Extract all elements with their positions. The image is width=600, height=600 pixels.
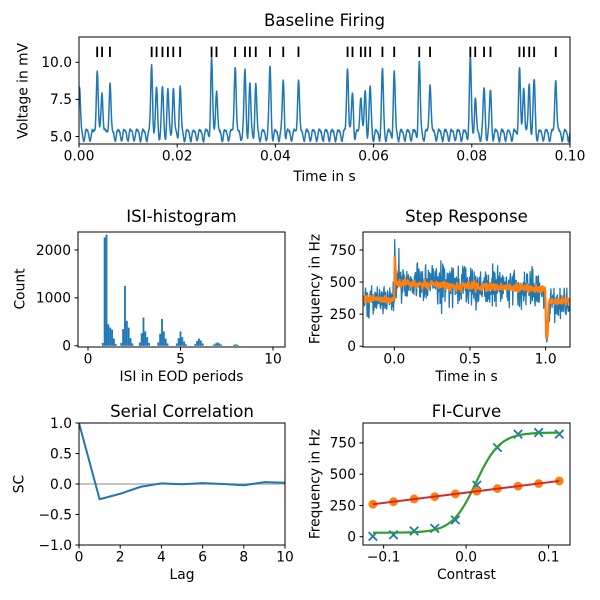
isi-histogram-title: ISI-histogram — [126, 207, 237, 226]
svg-text:5.0: 5.0 — [50, 129, 72, 145]
svg-text:750: 750 — [330, 436, 356, 452]
svg-text:0.5: 0.5 — [50, 446, 72, 462]
step-plot: 0.0 0.5 1.0 0 250 500 750 — [330, 231, 571, 368]
svg-text:1000: 1000 — [36, 291, 71, 307]
svg-text:0.06: 0.06 — [358, 149, 389, 165]
isi-xaxis-label: ISI in EOD periods — [119, 369, 244, 385]
fi-curve-title: FI-Curve — [431, 402, 502, 421]
svg-text:4: 4 — [157, 550, 166, 566]
svg-text:2: 2 — [116, 550, 125, 566]
sc-xaxis-label: Lag — [169, 567, 195, 583]
baseline-frame — [78, 36, 571, 145]
fi-boltzmann-fit — [372, 431, 560, 534]
sc-ticks: 0 2 4 6 8 10 −1.0 −0.5 0.0 0.5 1.0 — [38, 416, 293, 566]
svg-text:8: 8 — [239, 550, 248, 566]
step-response-title: Step Response — [405, 207, 528, 226]
step-mean-frequency — [363, 256, 570, 340]
baseline-voltage-trace — [79, 55, 570, 143]
baseline-plot: 0.00 0.02 0.04 0.06 0.08 0.10 5.0 7.5 10.0 — [41, 36, 585, 165]
svg-text:500: 500 — [330, 275, 356, 291]
svg-text:0.08: 0.08 — [456, 149, 487, 165]
step-frame — [362, 231, 571, 348]
isi-yaxis-label: Count — [12, 268, 29, 310]
svg-text:0.04: 0.04 — [260, 149, 291, 165]
svg-text:10: 10 — [276, 550, 294, 566]
serial-correlation-title: Serial Correlation — [110, 402, 254, 421]
baseline-spike-raster — [96, 46, 557, 58]
svg-text:10.0: 10.0 — [41, 55, 72, 71]
isi-frame — [77, 231, 286, 348]
step-xaxis-label: Time in s — [435, 369, 498, 385]
step-yaxis-label: Frequency in Hz — [307, 233, 324, 345]
fi-data-layer — [368, 427, 565, 542]
svg-text:0.02: 0.02 — [162, 149, 193, 165]
step-data-layer — [363, 239, 570, 343]
svg-text:−0.5: −0.5 — [38, 507, 72, 523]
sc-correlation-line — [79, 423, 285, 501]
fi-linear-fit — [372, 479, 560, 506]
svg-text:0.0: 0.0 — [383, 352, 405, 368]
isi-ticks: 0 5 10 0 1000 2000 — [36, 243, 282, 368]
baseline-xaxis-label: Time in s — [293, 169, 356, 185]
baseline-yaxis-label: Voltage in mV — [15, 42, 32, 139]
svg-text:10: 10 — [264, 352, 282, 368]
svg-text:1.0: 1.0 — [535, 352, 557, 368]
svg-text:2000: 2000 — [36, 243, 71, 259]
svg-text:−1.0: −1.0 — [38, 538, 72, 554]
svg-text:0.00: 0.00 — [64, 149, 95, 165]
isi-plot: 0 5 10 0 1000 2000 — [36, 231, 286, 368]
svg-text:0: 0 — [347, 530, 356, 546]
sc-yaxis-label: SC — [11, 474, 28, 494]
baseline-data-layer — [79, 46, 570, 143]
isi-histogram-bars — [101, 234, 239, 346]
baseline-ticks: 0.00 0.02 0.04 0.06 0.08 0.10 5.0 7.5 10.0 — [41, 55, 585, 164]
svg-text:250: 250 — [330, 498, 356, 514]
fi-xaxis-label: Contrast — [437, 567, 496, 583]
svg-text:0.5: 0.5 — [459, 352, 481, 368]
svg-text:0: 0 — [75, 550, 84, 566]
svg-text:500: 500 — [330, 467, 356, 483]
svg-text:6: 6 — [198, 550, 207, 566]
svg-text:0.1: 0.1 — [538, 550, 560, 566]
svg-text:1.0: 1.0 — [50, 416, 72, 432]
fi-plot: −0.1 0.0 0.1 0 250 500 750 — [330, 422, 571, 566]
sc-plot: 0 2 4 6 8 10 −1.0 −0.5 0.0 0.5 1.0 — [38, 416, 293, 566]
baseline-plot-title: Baseline Firing — [263, 11, 386, 30]
svg-text:0.10: 0.10 — [555, 149, 586, 165]
step-ticks: 0.0 0.5 1.0 0 250 500 750 — [330, 243, 557, 368]
svg-text:−0.1: −0.1 — [367, 550, 401, 566]
svg-text:750: 750 — [330, 243, 356, 259]
isi-data-layer — [101, 234, 239, 346]
svg-text:0.0: 0.0 — [50, 477, 72, 493]
fi-yaxis-label: Frequency in Hz — [307, 428, 324, 540]
sc-data-layer — [79, 423, 285, 501]
svg-text:7.5: 7.5 — [50, 92, 72, 108]
svg-text:0: 0 — [84, 352, 93, 368]
svg-text:0: 0 — [347, 339, 356, 355]
svg-text:250: 250 — [330, 307, 356, 323]
svg-text:5: 5 — [176, 352, 185, 368]
fi-steady-markers — [368, 476, 564, 509]
fi-ticks: −0.1 0.0 0.1 0 250 500 750 — [330, 436, 560, 566]
svg-text:0: 0 — [62, 339, 71, 355]
svg-text:0.0: 0.0 — [455, 550, 477, 566]
